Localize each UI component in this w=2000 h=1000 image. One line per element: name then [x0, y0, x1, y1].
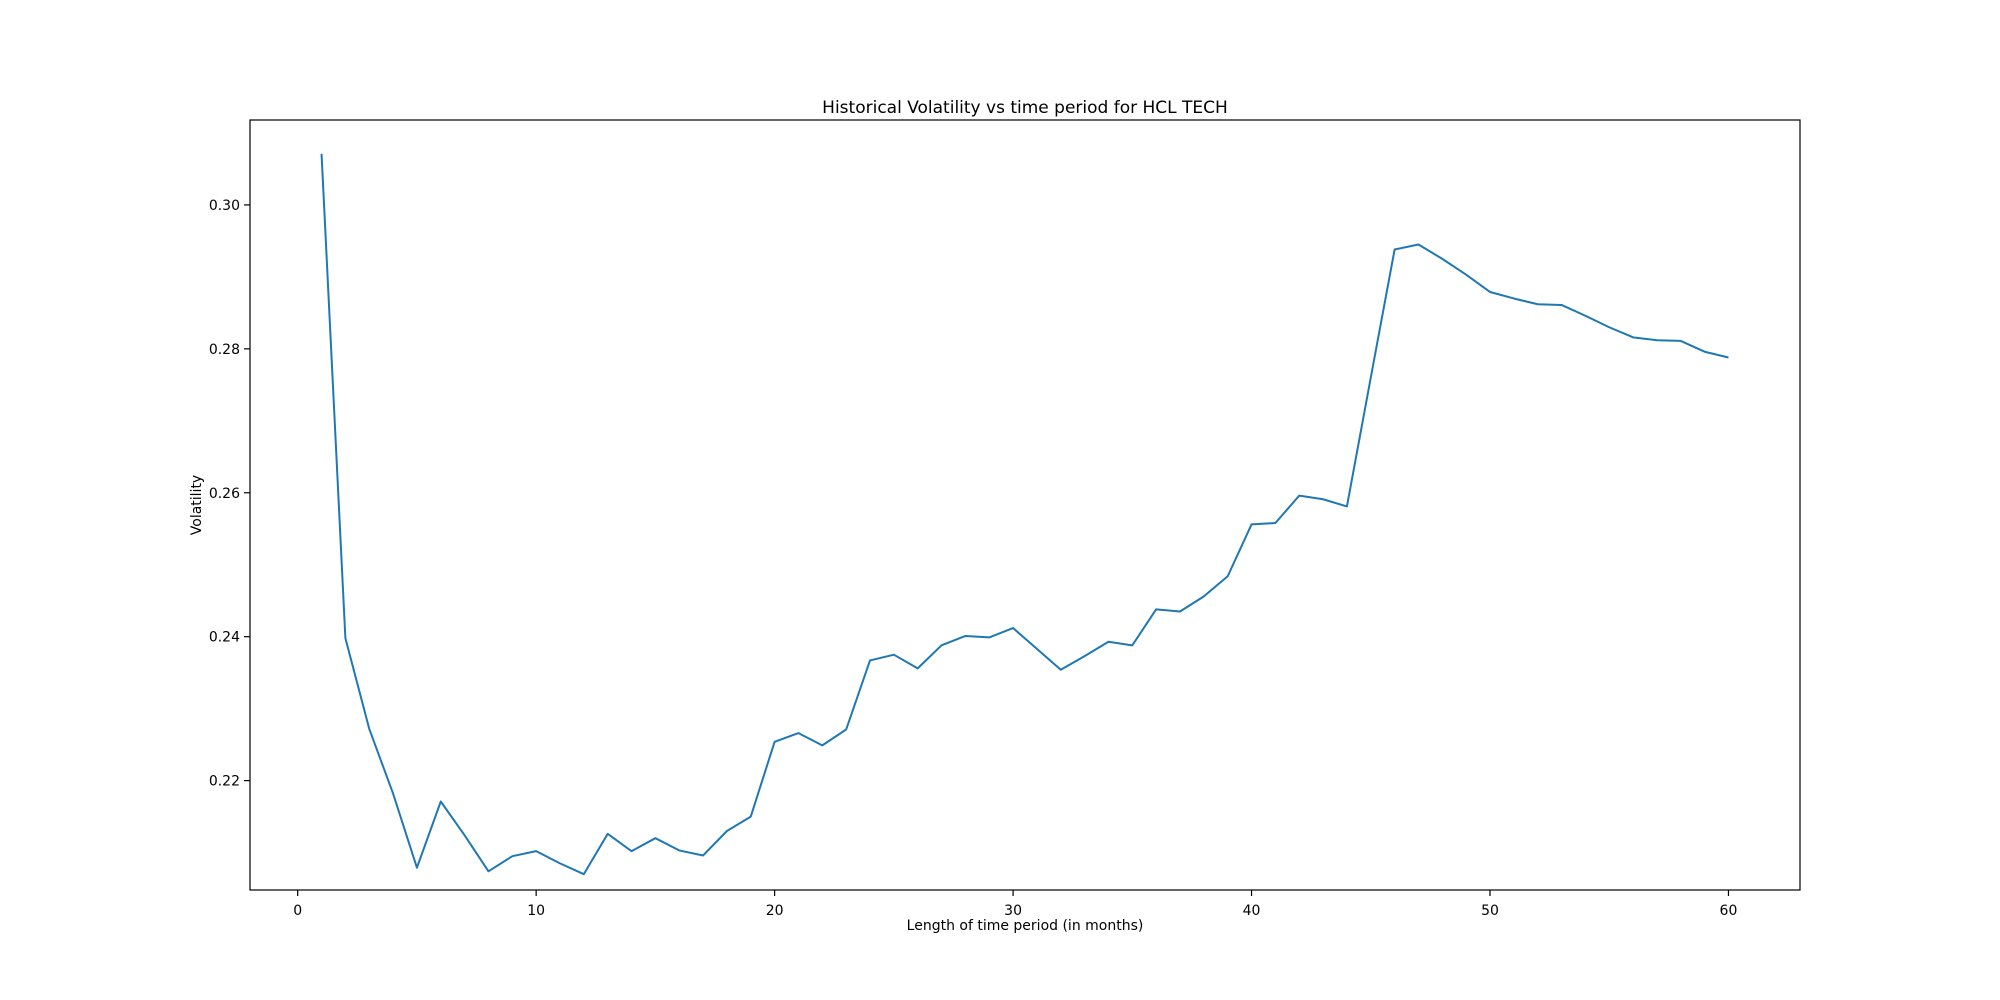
- plot-area: [320, 153, 1729, 876]
- y-axis: 0.22 0.24 0.26 0.28 0.30: [209, 198, 250, 790]
- y-tick-label: 0.26: [209, 486, 240, 502]
- x-tick-label: 40: [1243, 903, 1261, 919]
- x-tick-label: 10: [527, 903, 545, 919]
- x-axis: 0 10 20 30 40 50 60: [293, 890, 1737, 919]
- chart-title: Historical Volatility vs time period for…: [822, 98, 1228, 118]
- x-tick-label: 20: [766, 903, 784, 919]
- y-tick-label: 0.24: [209, 630, 240, 646]
- y-tick-label: 0.28: [209, 342, 240, 358]
- series-line-0: [320, 153, 1729, 876]
- y-axis-label: Volatility: [189, 475, 205, 535]
- y-tick-label: 0.22: [209, 774, 240, 790]
- x-tick-label: 50: [1481, 903, 1499, 919]
- x-tick-label: 0: [293, 903, 302, 919]
- y-tick-label: 0.30: [209, 198, 240, 214]
- x-tick-label: 60: [1720, 903, 1738, 919]
- x-tick-label: 30: [1004, 903, 1022, 919]
- axes-frame: [249, 119, 1801, 891]
- x-axis-label: Length of time period (in months): [907, 918, 1144, 934]
